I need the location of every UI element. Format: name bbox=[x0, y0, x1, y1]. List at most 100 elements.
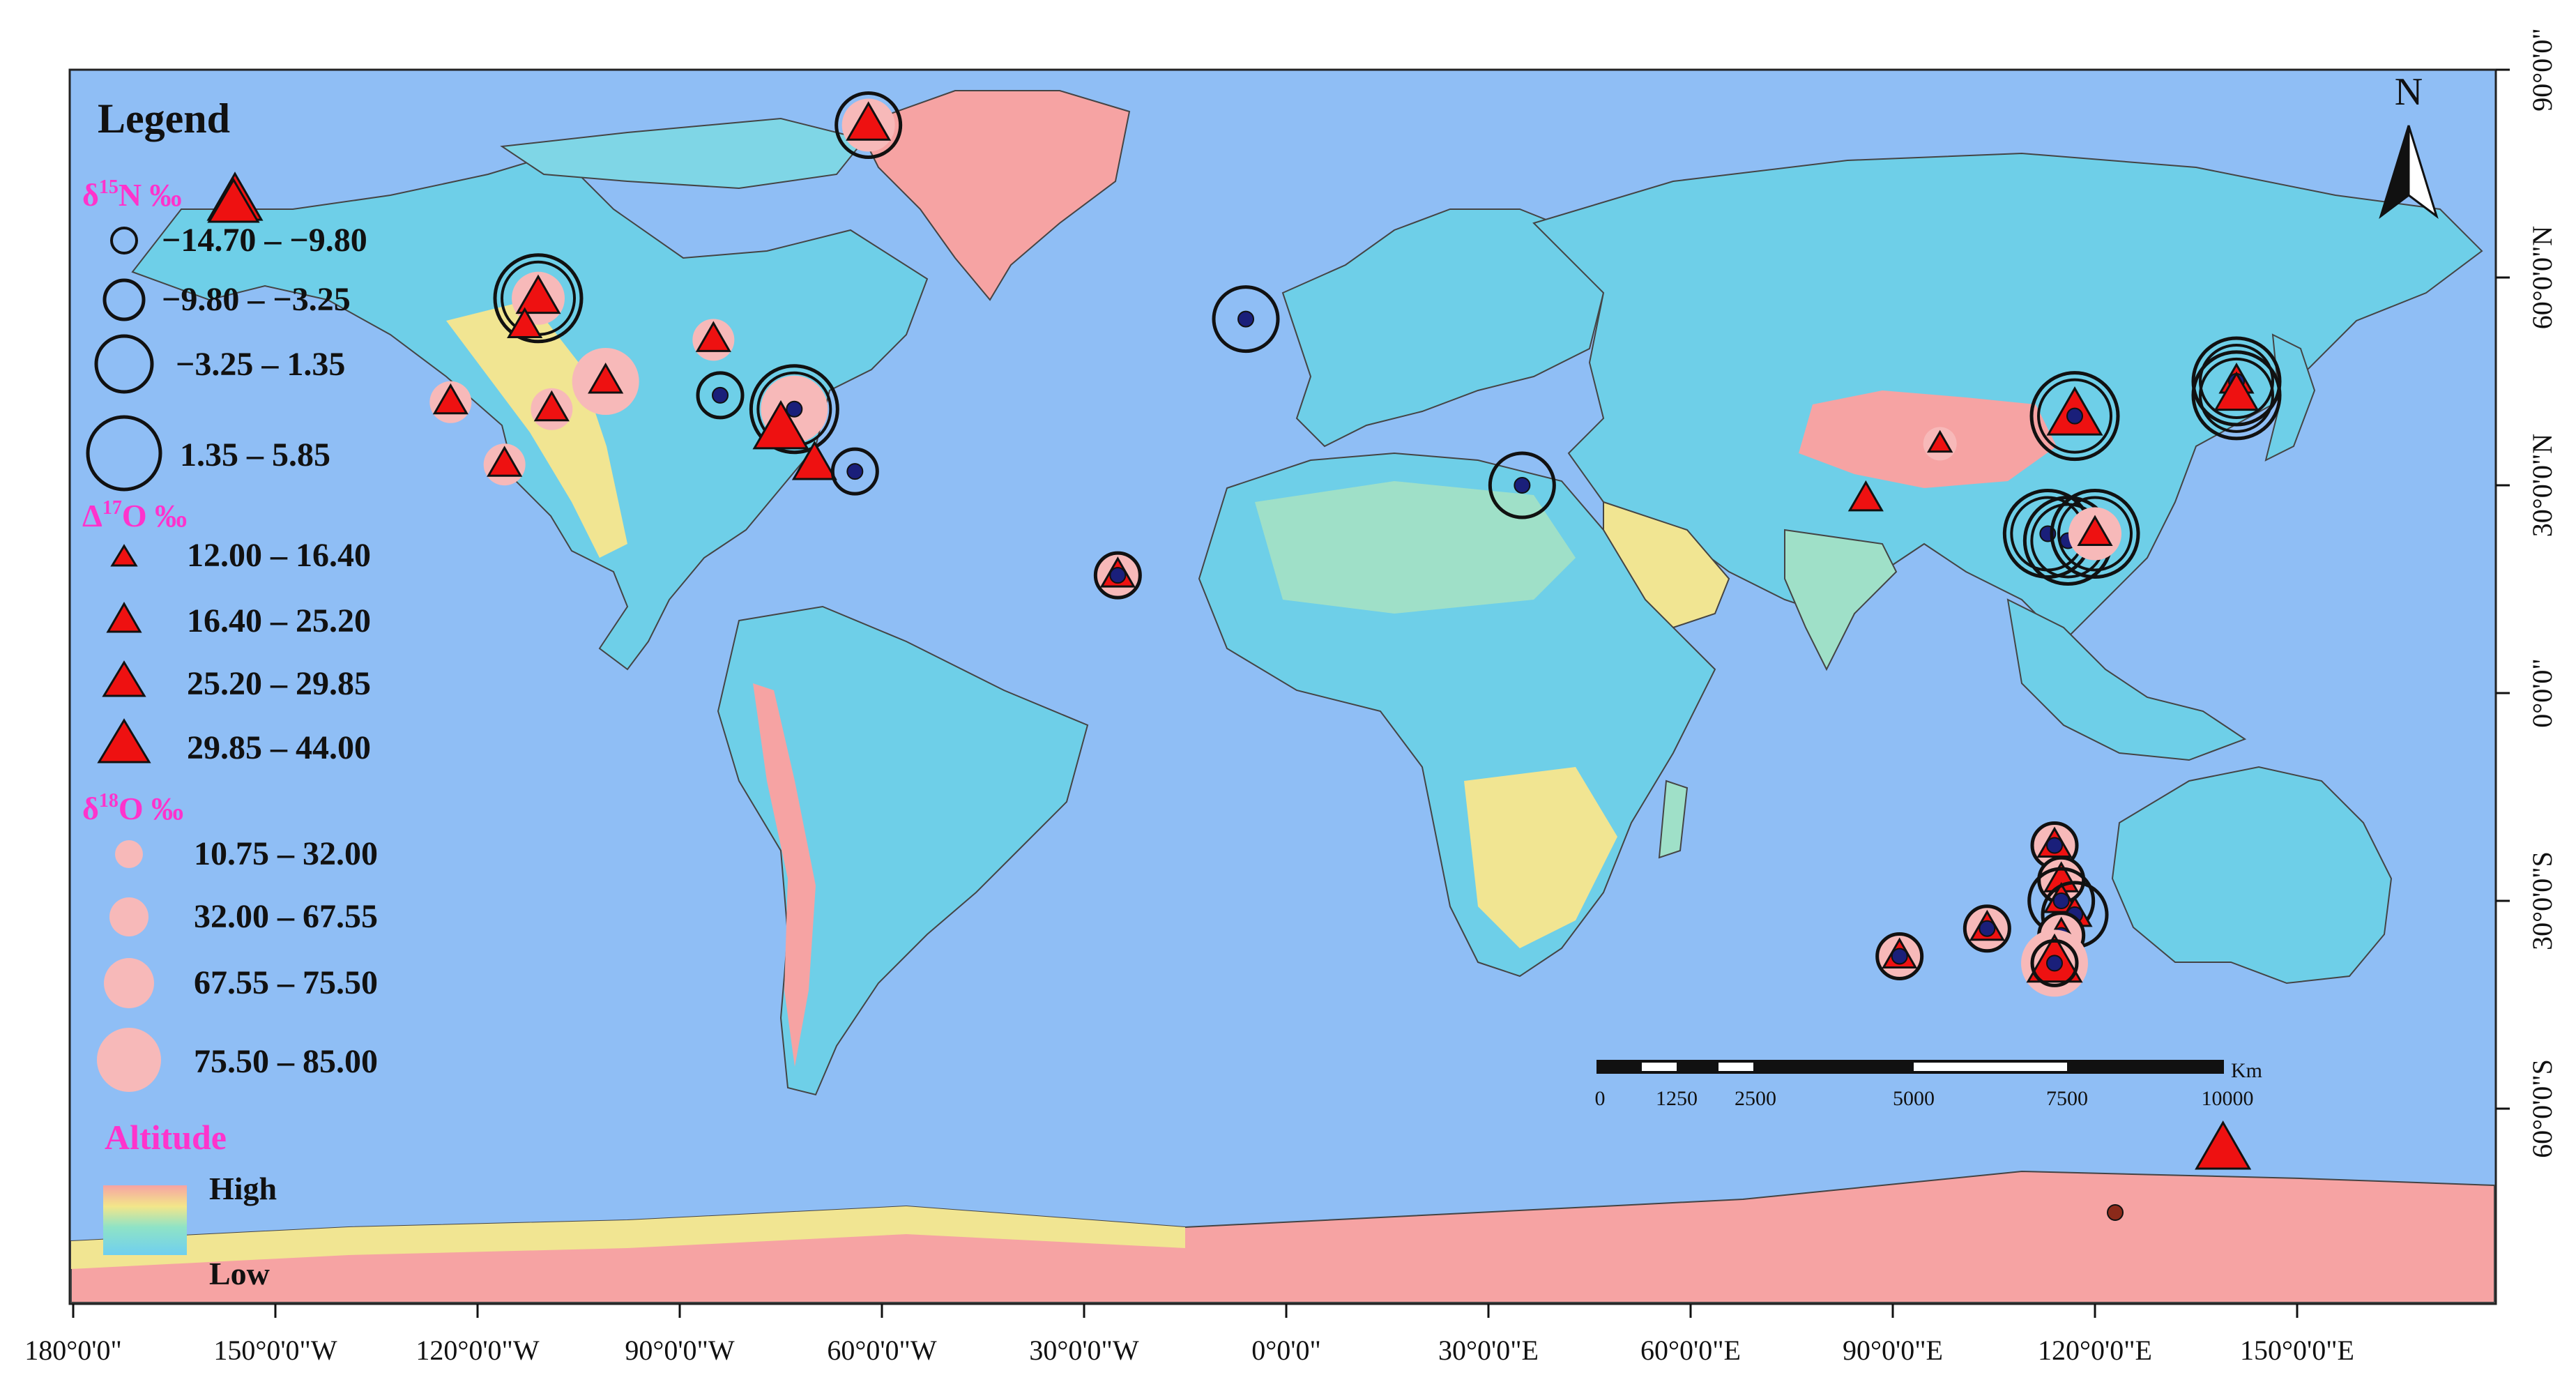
legend-d18o-class: 67.55 – 75.50 bbox=[194, 964, 378, 1001]
scale-label: 2500 bbox=[1735, 1087, 1776, 1110]
x-tick-label: 90°0'0"E bbox=[1843, 1335, 1943, 1366]
station-point bbox=[2107, 1203, 2124, 1221]
station-point bbox=[1237, 310, 1255, 328]
y-tick-label: 0°0'0" bbox=[2527, 658, 2558, 728]
scale-label: 7500 bbox=[2046, 1087, 2088, 1110]
land-masses bbox=[70, 90, 2495, 1303]
y-tick-label: 30°0'0"N bbox=[2527, 434, 2558, 537]
legend-d15n-circle-icon bbox=[102, 278, 146, 321]
scale-label: 5000 bbox=[1893, 1087, 1935, 1110]
d15n-marker-inner bbox=[2199, 344, 2275, 420]
d15n-marker bbox=[2191, 336, 2282, 427]
legend-d15n-class: −9.80 – −3.25 bbox=[162, 281, 351, 318]
d17o-marker bbox=[432, 383, 468, 415]
d17o-marker bbox=[588, 362, 624, 394]
d15n-marker bbox=[1093, 551, 1142, 600]
d15n-marker bbox=[830, 447, 879, 496]
andes bbox=[753, 683, 816, 1067]
scale-unit: Km bbox=[2231, 1059, 2262, 1082]
europe bbox=[1281, 208, 1605, 448]
legend-d17o-class: 25.20 – 29.85 bbox=[187, 665, 371, 702]
x-tick-label: 30°0'0"W bbox=[1029, 1335, 1139, 1366]
station-point bbox=[2066, 407, 2084, 425]
x-tick-label: 60°0'0"W bbox=[827, 1335, 937, 1366]
d17o-marker bbox=[695, 321, 731, 352]
legend-d18o-class: 10.75 – 32.00 bbox=[194, 835, 378, 872]
d15n-marker bbox=[749, 364, 839, 455]
d15n-marker-inner bbox=[2057, 496, 2133, 572]
d17o-marker bbox=[487, 446, 523, 477]
north-arrow: N bbox=[2379, 70, 2439, 219]
station-point bbox=[2052, 892, 2070, 909]
legend-altitude-ramp bbox=[103, 1185, 187, 1255]
legend-d18o-circle-icon bbox=[97, 1028, 161, 1092]
station-point bbox=[786, 400, 803, 418]
x-tick-label: 150°0'0"E bbox=[2240, 1335, 2354, 1366]
x-tick-label: 0°0'0" bbox=[1251, 1335, 1321, 1366]
d17o-marker bbox=[2195, 1120, 2252, 1170]
d17o-marker bbox=[515, 274, 561, 314]
bottom-axis-labels: 180°0'0" 150°0'0"W 120°0'0"W 90°0'0"W 60… bbox=[24, 1335, 2354, 1366]
sahara bbox=[1255, 481, 1576, 614]
legend-d17o-triangle-icon bbox=[106, 601, 142, 633]
legend-d18o-circle-icon bbox=[109, 897, 148, 936]
d15n-marker bbox=[1488, 451, 1556, 519]
legend-d15n-circle-icon bbox=[86, 415, 162, 492]
southeast-asia bbox=[2006, 598, 2247, 761]
legend: Legend δ15N ‰ −14.70 – −9.80 −9.80 – −3.… bbox=[82, 96, 378, 1291]
d17o-marker bbox=[1847, 480, 1884, 512]
station-point bbox=[1514, 477, 1531, 494]
d15n-marker bbox=[1963, 904, 2011, 953]
legend-altitude-high: High bbox=[209, 1171, 277, 1206]
y-tick-label: 60°0'0"S bbox=[2527, 1059, 2558, 1158]
legend-d17o-class: 12.00 – 16.40 bbox=[187, 537, 371, 574]
legend-d17o-heading: Δ17O ‰ bbox=[82, 497, 187, 533]
x-tick-label: 120°0'0"E bbox=[2038, 1335, 2152, 1366]
south-america bbox=[717, 605, 1089, 1096]
d17o-marker bbox=[846, 101, 892, 141]
d15n-marker bbox=[834, 91, 903, 159]
d17o-marker bbox=[791, 440, 837, 480]
x-tick-label: 180°0'0" bbox=[24, 1335, 122, 1366]
station-markers bbox=[206, 91, 2282, 1221]
legend-d17o-triangle-icon bbox=[102, 660, 146, 697]
arctic-islands bbox=[500, 117, 866, 190]
rockies bbox=[446, 300, 627, 558]
scale-label: 1250 bbox=[1656, 1087, 1698, 1110]
scale-bar: 0 1250 2500 5000 7500 10000 Km bbox=[1595, 1059, 2263, 1110]
station-point bbox=[1979, 920, 1996, 937]
legend-d18o-circle-icon bbox=[104, 958, 154, 1008]
south-africa-plateau bbox=[1464, 767, 1617, 948]
d17o-marker bbox=[1926, 430, 1953, 453]
station-point bbox=[2046, 955, 2064, 972]
station-point bbox=[1109, 567, 1127, 584]
legend-d18o-class: 32.00 – 67.55 bbox=[194, 898, 378, 935]
legend-d15n-circle-icon bbox=[94, 334, 154, 394]
greenland bbox=[856, 90, 1131, 301]
legend-d15n-circle-icon bbox=[110, 227, 138, 254]
d15n-marker bbox=[1212, 285, 1280, 354]
x-tick-label: 120°0'0"W bbox=[416, 1335, 540, 1366]
station-point bbox=[1891, 948, 1908, 965]
legend-extra-triangle-icon bbox=[207, 178, 260, 223]
scale-label: 10000 bbox=[2202, 1087, 2254, 1110]
legend-altitude-heading: Altitude bbox=[105, 1118, 227, 1157]
x-tick-label: 30°0'0"E bbox=[1438, 1335, 1539, 1366]
station-point bbox=[2046, 837, 2064, 854]
x-tick-label: 150°0'0"W bbox=[213, 1335, 337, 1366]
y-tick-label: 90°0'0" bbox=[2527, 28, 2558, 112]
legend-d18o-circle-icon bbox=[115, 840, 143, 868]
axis-ticks bbox=[72, 68, 2510, 1318]
d17o-marker bbox=[752, 400, 809, 450]
legend-d15n-class: −3.25 – 1.35 bbox=[176, 346, 345, 383]
india bbox=[1784, 529, 1898, 671]
north-arrow-icon-right bbox=[2407, 125, 2439, 219]
y-tick-label: 60°0'0"N bbox=[2527, 226, 2558, 329]
legend-d17o-triangle-icon bbox=[110, 544, 138, 567]
legend-d17o-class: 16.40 – 25.20 bbox=[187, 602, 371, 639]
x-tick-label: 90°0'0"W bbox=[625, 1335, 735, 1366]
legend-d18o-class: 75.50 – 85.00 bbox=[194, 1043, 378, 1080]
x-tick-label: 60°0'0"E bbox=[1640, 1335, 1741, 1366]
